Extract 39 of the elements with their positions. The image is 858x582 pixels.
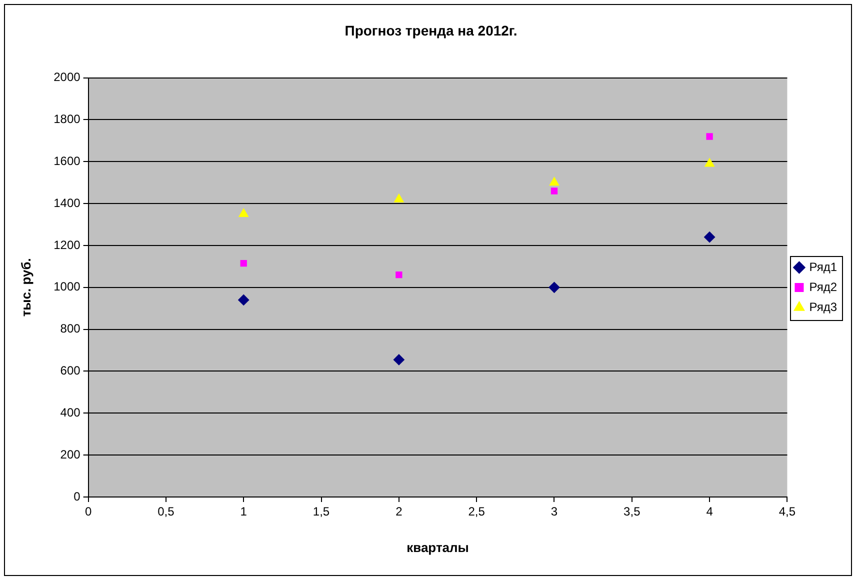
- x-tick-label: 4: [706, 504, 714, 519]
- point: [238, 294, 250, 306]
- x-tick-label: 1: [240, 504, 248, 519]
- point: [704, 232, 716, 243]
- point: [704, 158, 714, 167]
- y-tick-label: 1200: [54, 238, 81, 252]
- x-tick-label: 1,5: [312, 504, 330, 519]
- x-axis-title: кварталы: [406, 540, 469, 555]
- x-tick-label: 2,5: [468, 504, 486, 519]
- y-tick-label: 1800: [54, 112, 81, 126]
- y-tick-label: 0: [74, 489, 81, 504]
- point: [394, 194, 404, 202]
- legend-label: Ряд3: [809, 300, 838, 314]
- x-tick-label: 0: [84, 504, 92, 519]
- y-tick-label: 1600: [54, 154, 81, 168]
- x-tick-label: 2: [396, 504, 403, 519]
- point: [393, 354, 404, 366]
- y-tick-label: 1400: [54, 196, 81, 210]
- x-tick-label: 3: [550, 504, 558, 519]
- y-tick-label: 800: [60, 322, 81, 336]
- legend-label: Ряд2: [809, 280, 838, 294]
- point: [396, 271, 402, 278]
- point: [706, 133, 713, 140]
- y-tick-label: 200: [60, 447, 81, 462]
- y-axis-title: тыс. руб.: [18, 258, 34, 317]
- point: [240, 260, 247, 267]
- x-tick-label: 4,5: [778, 504, 796, 519]
- chart-title: Прогноз тренда на 2012г.: [344, 22, 518, 38]
- y-tick-label: 1000: [54, 280, 81, 294]
- x-tick-label: 0,5: [158, 504, 175, 519]
- point: [548, 282, 560, 293]
- point: [549, 177, 560, 186]
- y-tick-label: 400: [60, 405, 81, 420]
- y-tick-label: 2000: [54, 70, 81, 84]
- point: [238, 208, 248, 218]
- x-tick-label: 3,5: [624, 504, 641, 519]
- legend-label: Ряд1: [809, 260, 838, 274]
- y-tick-label: 600: [60, 364, 81, 378]
- point: [550, 188, 558, 194]
